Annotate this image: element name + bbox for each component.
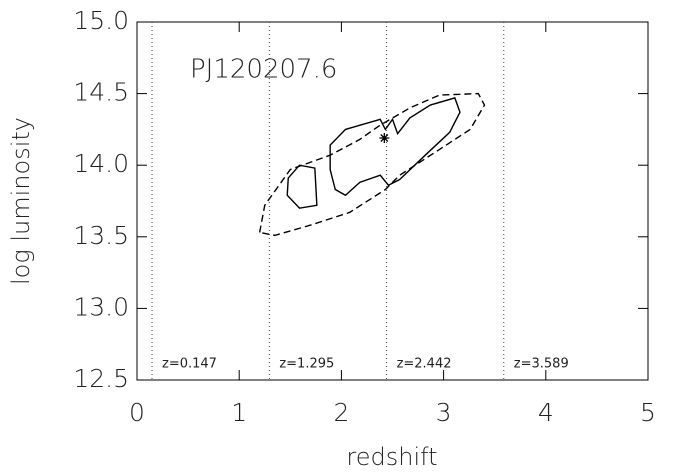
x-axis-title: redshift (346, 443, 437, 471)
redshift-label: z=1.295 (279, 357, 334, 372)
redshift-label: z=0.147 (162, 357, 217, 372)
x-tick-label: 1 (231, 398, 247, 427)
y-tick-label: 14.5 (73, 78, 129, 107)
redshift-label: z=3.589 (514, 357, 569, 372)
x-tick-label: 3 (436, 398, 452, 427)
plot-frame (136, 21, 649, 381)
x-tick-label: 5 (640, 398, 656, 427)
contour (286, 164, 318, 209)
annotation: PJ120207.6 (190, 55, 337, 85)
y-axis-title: log luminosity (7, 117, 35, 285)
y-tick-label: 15.0 (73, 6, 129, 35)
point (379, 132, 390, 143)
contour (258, 92, 486, 237)
x-tick-label: 4 (538, 398, 554, 427)
y-tick-label: 12.5 (73, 364, 129, 393)
x-tick-label: 0 (129, 398, 145, 427)
y-tick-label: 14.0 (73, 149, 129, 178)
contour (329, 97, 461, 197)
y-tick-label: 13.5 (73, 221, 129, 250)
x-tick-label: 2 (333, 398, 349, 427)
redshift-label: z=2.442 (397, 357, 452, 372)
y-tick-label: 13.0 (73, 292, 129, 321)
